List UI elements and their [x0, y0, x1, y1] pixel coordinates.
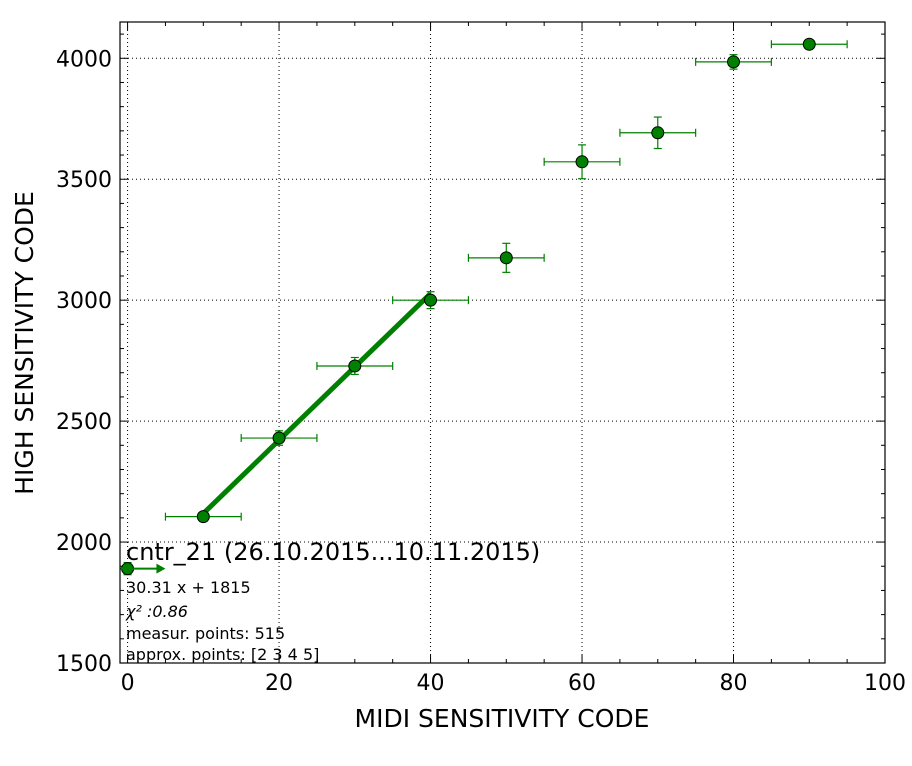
y-tick-label: 2500 [56, 410, 112, 435]
y-tick-label: 4000 [56, 47, 112, 72]
data-point [348, 359, 362, 373]
y-axis-label: HIGH SENSITIVITY CODE [10, 191, 39, 495]
y-tick-label: 3500 [56, 168, 112, 193]
measured-points: measur. points: 515 [126, 624, 285, 643]
fit-line [201, 291, 433, 516]
data-point [196, 510, 210, 524]
major-ticks [120, 22, 886, 664]
y-tick-label: 2000 [56, 531, 112, 556]
data-point [272, 431, 286, 445]
data-point [727, 55, 741, 69]
x-tick-label: 40 [417, 671, 445, 696]
fit-line-group [201, 291, 433, 516]
data-points [121, 37, 848, 576]
x-axis-label: MIDI SENSITIVITY CODE [355, 704, 650, 733]
data-point [499, 251, 513, 265]
arrow-head-icon [156, 563, 166, 574]
minor-ticks [120, 22, 885, 663]
data-point [575, 155, 589, 169]
data-point [802, 37, 816, 51]
data-point [424, 293, 438, 307]
y-tick-label: 1500 [56, 652, 112, 677]
plot-frame [119, 21, 886, 664]
grid-lines [120, 22, 885, 663]
x-tick-label: 0 [121, 671, 135, 696]
data-point [651, 126, 665, 140]
x-tick-label: 60 [568, 671, 596, 696]
approx-points: approx. points: [2 3 4 5] [126, 645, 319, 664]
x-tick-labels: 0 20 40 60 80 100 [121, 671, 906, 696]
x-tick-label: 100 [864, 671, 906, 696]
x-tick-label: 80 [720, 671, 748, 696]
chi-square: χ² :0.86 [125, 602, 188, 621]
y-tick-labels: 1500 2000 2500 3000 3500 4000 [56, 47, 112, 677]
arrow-group [120, 563, 166, 574]
y-tick-label: 3000 [56, 289, 112, 314]
fit-equation: 30.31 x + 1815 [126, 578, 251, 597]
chart-title: cntr_21 (26.10.2015...10.11.2015) [126, 538, 540, 566]
x-tick-label: 20 [265, 671, 293, 696]
